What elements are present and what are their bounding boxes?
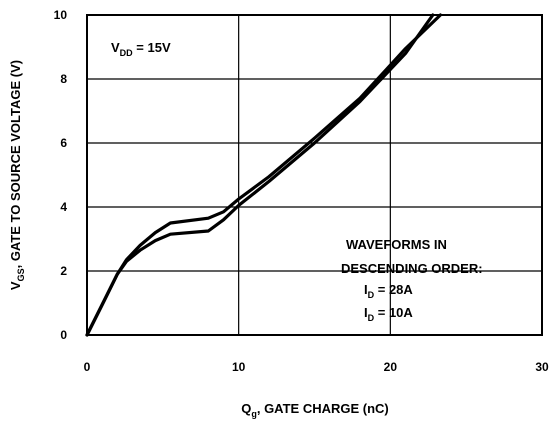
series-group [85, 13, 442, 337]
y-axis-label: VGS, GATE TO SOURCE VOLTAGE (V) [8, 60, 26, 290]
y-tick-label: 4 [60, 200, 67, 214]
x-tick-label: 20 [384, 360, 398, 374]
x-tick-label: 0 [84, 360, 91, 374]
y-tick-label: 10 [54, 8, 68, 22]
order-annotation-line1: WAVEFORMS IN [346, 237, 447, 252]
y-tick-label: 2 [60, 264, 67, 278]
x-tick-label: 10 [232, 360, 246, 374]
tick-labels: 0 10 20 30 0 2 4 6 8 10 [54, 8, 549, 374]
order-annotation-line2: DESCENDING ORDER: [341, 261, 483, 276]
y-tick-label: 0 [60, 328, 67, 342]
x-axis-label: Qg, GATE CHARGE (nC) [241, 401, 389, 419]
x-tick-label: 30 [535, 360, 549, 374]
vdd-annotation: VDD = 15V [111, 40, 171, 58]
id-28a-annotation: ID = 28A [364, 282, 413, 300]
id-10a-annotation: ID = 10A [364, 305, 413, 323]
plot-frame [86, 14, 543, 336]
y-tick-label: 6 [60, 136, 67, 150]
y-tick-label: 8 [60, 72, 67, 86]
grid [86, 14, 543, 336]
series-line-2 [85, 13, 435, 337]
